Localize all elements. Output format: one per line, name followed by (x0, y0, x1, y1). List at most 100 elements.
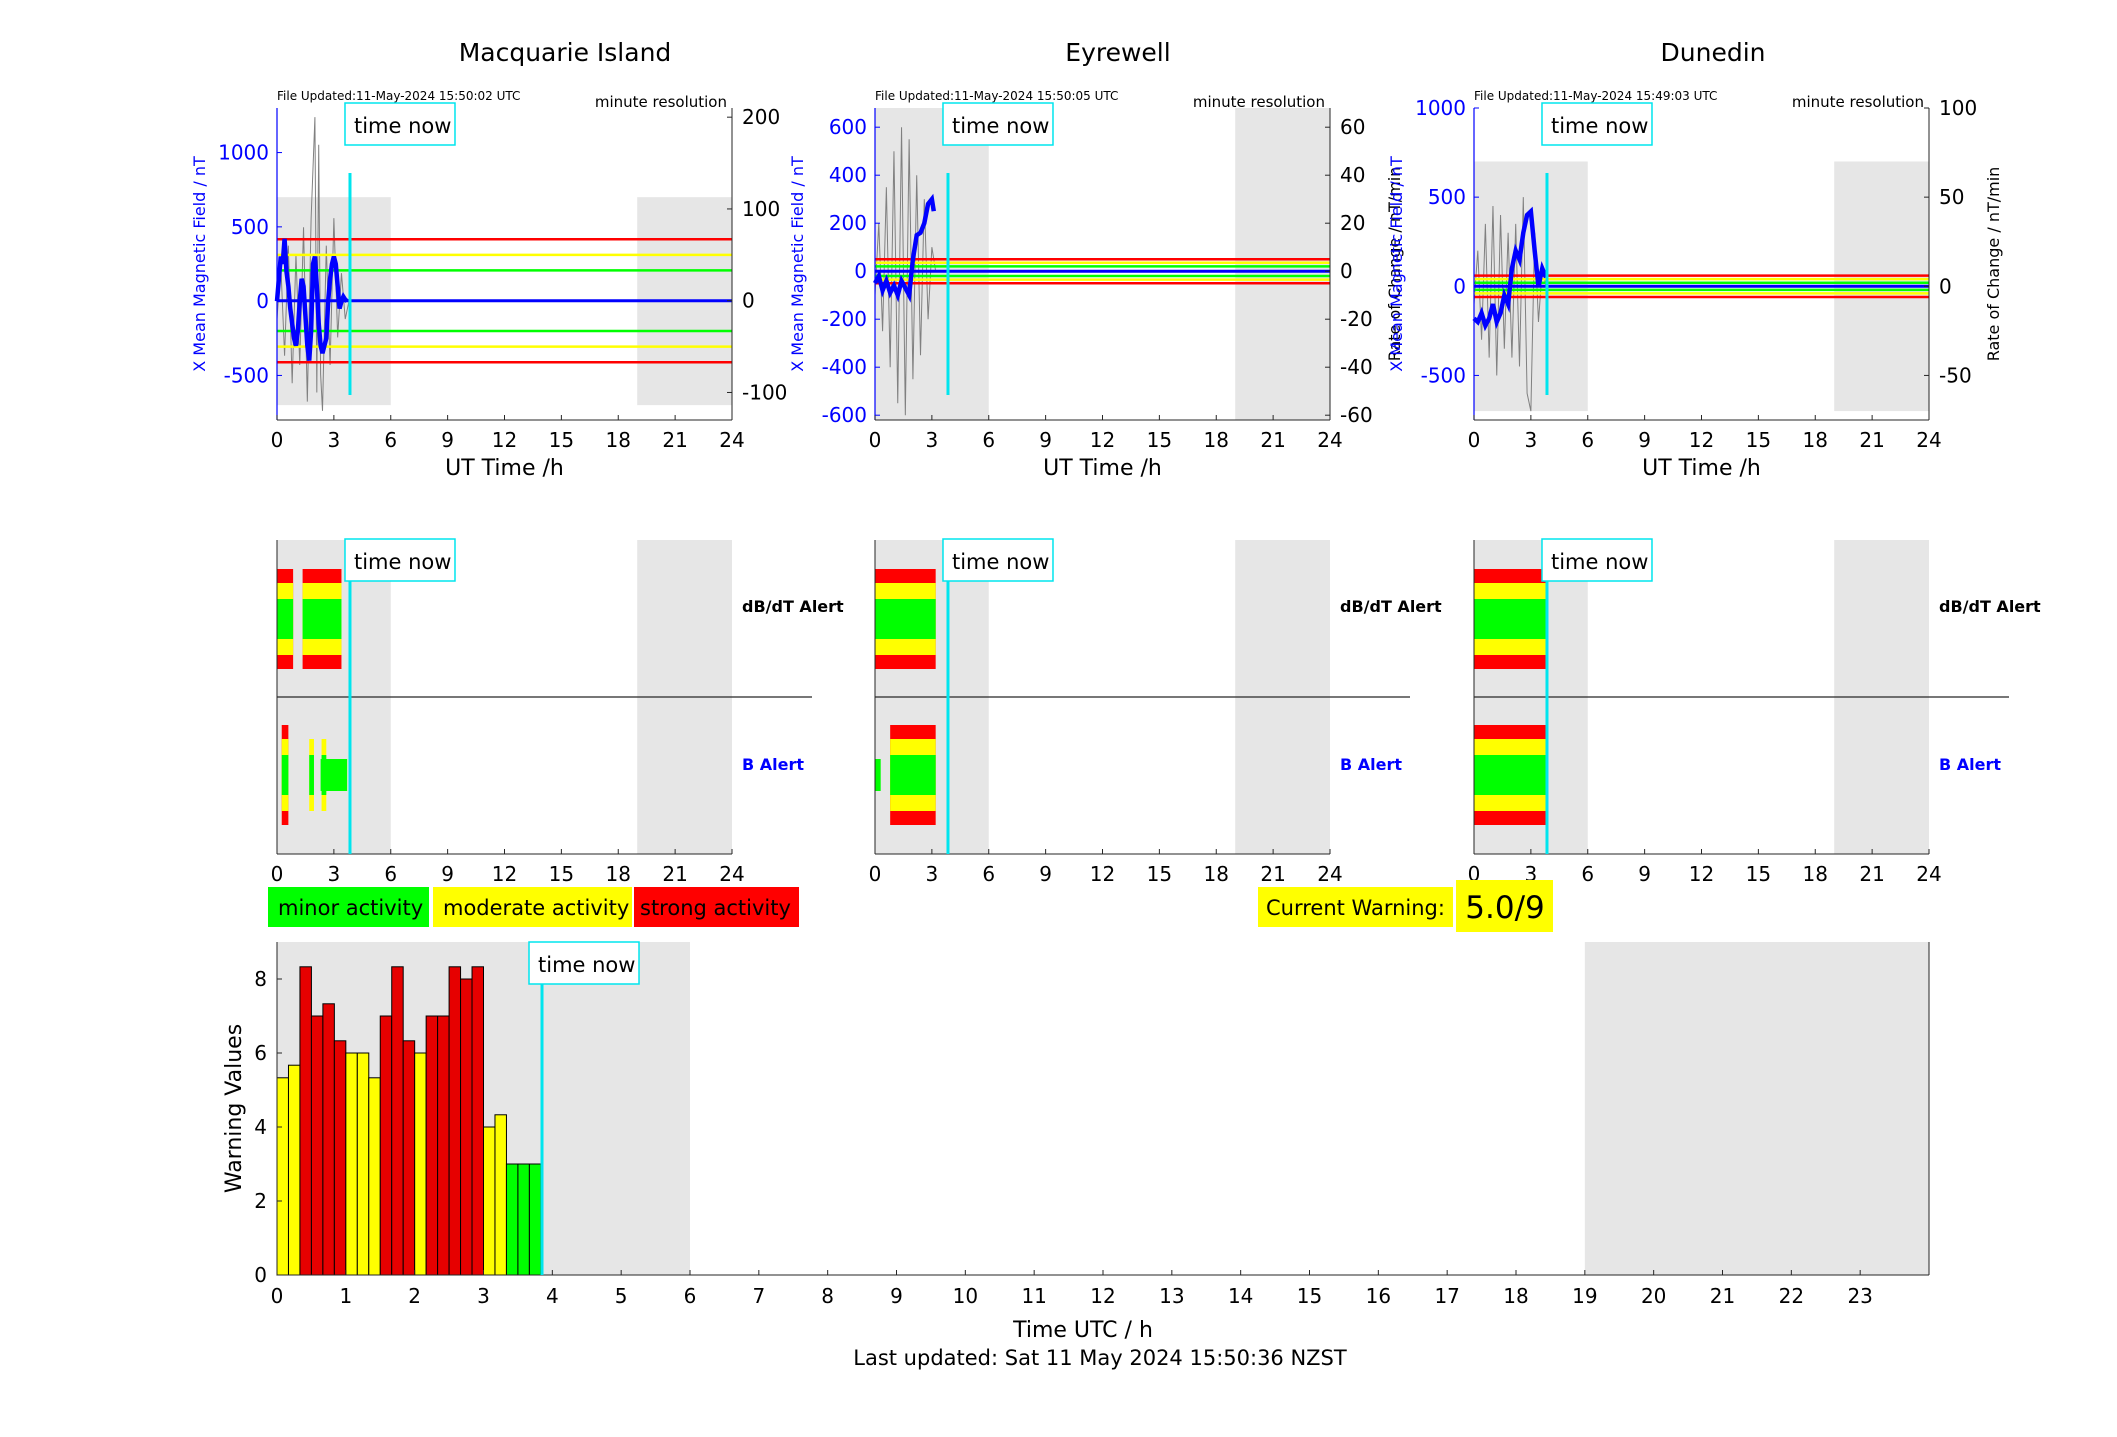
x-tick-label: 15 (549, 862, 574, 886)
x-tick-label: 6 (684, 1284, 697, 1308)
x-tick-label: 5 (615, 1284, 628, 1308)
warning-bar (425, 1015, 439, 1276)
b-alert-label: B Alert (1939, 755, 2001, 774)
x-tick-label: 1 (339, 1284, 352, 1308)
x-tick-label: 9 (1638, 862, 1651, 886)
warning-bar (287, 1064, 301, 1276)
x-tick-label: 18 (1803, 428, 1828, 452)
y2-tick-label: -40 (1340, 355, 1373, 379)
warning-bar (437, 1015, 450, 1276)
dbdt-alert-label: dB/dT Alert (742, 597, 844, 616)
x-tick-label: 3 (926, 428, 939, 452)
x-tick-label: 24 (1916, 862, 1941, 886)
warning-bar (299, 966, 312, 1276)
warning-bar (368, 1077, 381, 1276)
alert-band-green (875, 759, 881, 791)
x-tick-label: 15 (1297, 1284, 1322, 1308)
x-tick-label: 3 (477, 1284, 490, 1308)
x-tick-label: 21 (1710, 1284, 1735, 1308)
x-tick-label: 21 (662, 428, 687, 452)
y-tick-label: -400 (822, 355, 867, 379)
y-tick-label: -200 (822, 307, 867, 331)
x-tick-label: 6 (384, 862, 397, 886)
warning-bar (505, 1163, 519, 1276)
alert-band-green (309, 755, 314, 795)
warning-panel: 0 1 2 3 4 5 6 7 8 9 10 11 12 13 14 15 16 17 18 19 20 21 22 2302… (222, 941, 1930, 1343)
y-tick-label: 6 (254, 1041, 267, 1065)
warning-bar (356, 1052, 370, 1276)
x-tick-label: 12 (1090, 862, 1115, 886)
y-tick-label: 0 (1453, 274, 1466, 298)
y2-tick-label: 0 (1939, 274, 1952, 298)
x-tick-label: 9 (890, 1284, 903, 1308)
alert-band-green (1474, 755, 1548, 795)
y-tick-label: -500 (1421, 363, 1466, 387)
y2-tick-label: 40 (1340, 163, 1365, 187)
x-tick-label: 18 (606, 428, 631, 452)
x-tick-label: 12 (1090, 1284, 1115, 1308)
y2-tick-label: 50 (1939, 185, 1964, 209)
time-now-label: time now (354, 550, 451, 574)
y-axis-label: X Mean Magnetic Field / nT (190, 156, 209, 372)
y-axis-label: X Mean Magnetic Field / nT (1387, 156, 1406, 372)
resolution-label: minute resolution (1792, 93, 1924, 111)
x-tick-label: 18 (1503, 1284, 1528, 1308)
x-tick-label: 3 (926, 862, 939, 886)
y-tick-label: 8 (254, 967, 267, 991)
x-tick-label: 0 (271, 862, 284, 886)
x-tick-label: 18 (1204, 862, 1229, 886)
x-tick-label: 6 (384, 428, 397, 452)
current-warning: Current Warning: 5.0/9 (1258, 880, 1553, 932)
alert-band-green (890, 755, 936, 795)
warning-bar (310, 1015, 324, 1276)
x-tick-label: 11 (1021, 1284, 1046, 1308)
x-axis-label: UT Time /h (445, 456, 564, 481)
warning-bar (494, 1114, 507, 1276)
x-tick-label: 0 (869, 428, 882, 452)
x-tick-label: 0 (869, 862, 882, 886)
legend-label-strong: strong activity (640, 896, 791, 920)
y2-tick-label: -20 (1340, 307, 1373, 331)
y2-tick-label: 100 (1939, 96, 1977, 120)
y2-axis-label: Rate of Change / nT/min (1984, 167, 2003, 362)
x-tick-label: 16 (1366, 1284, 1391, 1308)
station-title: Dunedin (1661, 38, 1766, 67)
x-tick-label: 14 (1228, 1284, 1253, 1308)
time-now-label: time now (538, 953, 635, 977)
x-tick-label: 12 (492, 428, 517, 452)
file-updated: File Updated:11-May-2024 15:50:02 UTC (277, 89, 520, 103)
x-tick-label: 0 (271, 1284, 284, 1308)
x-tick-label: 6 (982, 428, 995, 452)
file-updated: File Updated:11-May-2024 15:49:03 UTC (1474, 89, 1717, 103)
legend-swatch-minor (268, 887, 429, 927)
rate-trace (874, 127, 937, 416)
x-tick-label: 21 (662, 862, 687, 886)
current-warning-label-box (1258, 887, 1453, 927)
warning-bar (391, 966, 404, 1276)
x-axis-label: Time UTC / h (1012, 1318, 1153, 1343)
x-tick-label: 15 (1147, 862, 1172, 886)
warning-bar (460, 978, 473, 1276)
x-tick-label: 21 (1260, 428, 1285, 452)
time-now-label: time now (952, 550, 1049, 574)
y2-tick-label: 200 (742, 105, 780, 129)
y-tick-label: -500 (224, 363, 269, 387)
time-now-box (1541, 538, 1653, 582)
x-tick-label: 6 (1581, 862, 1594, 886)
y-tick-label: 1000 (218, 141, 269, 165)
y2-tick-label: 60 (1340, 115, 1365, 139)
station-title: Eyrewell (1065, 38, 1170, 67)
legend-swatch-strong (634, 887, 799, 927)
x-tick-label: 3 (328, 428, 341, 452)
time-now-box (1541, 102, 1653, 146)
warning-bar (379, 1015, 393, 1276)
x-tick-label: 24 (719, 862, 744, 886)
field-line (1472, 206, 1549, 332)
field-line (274, 238, 349, 361)
